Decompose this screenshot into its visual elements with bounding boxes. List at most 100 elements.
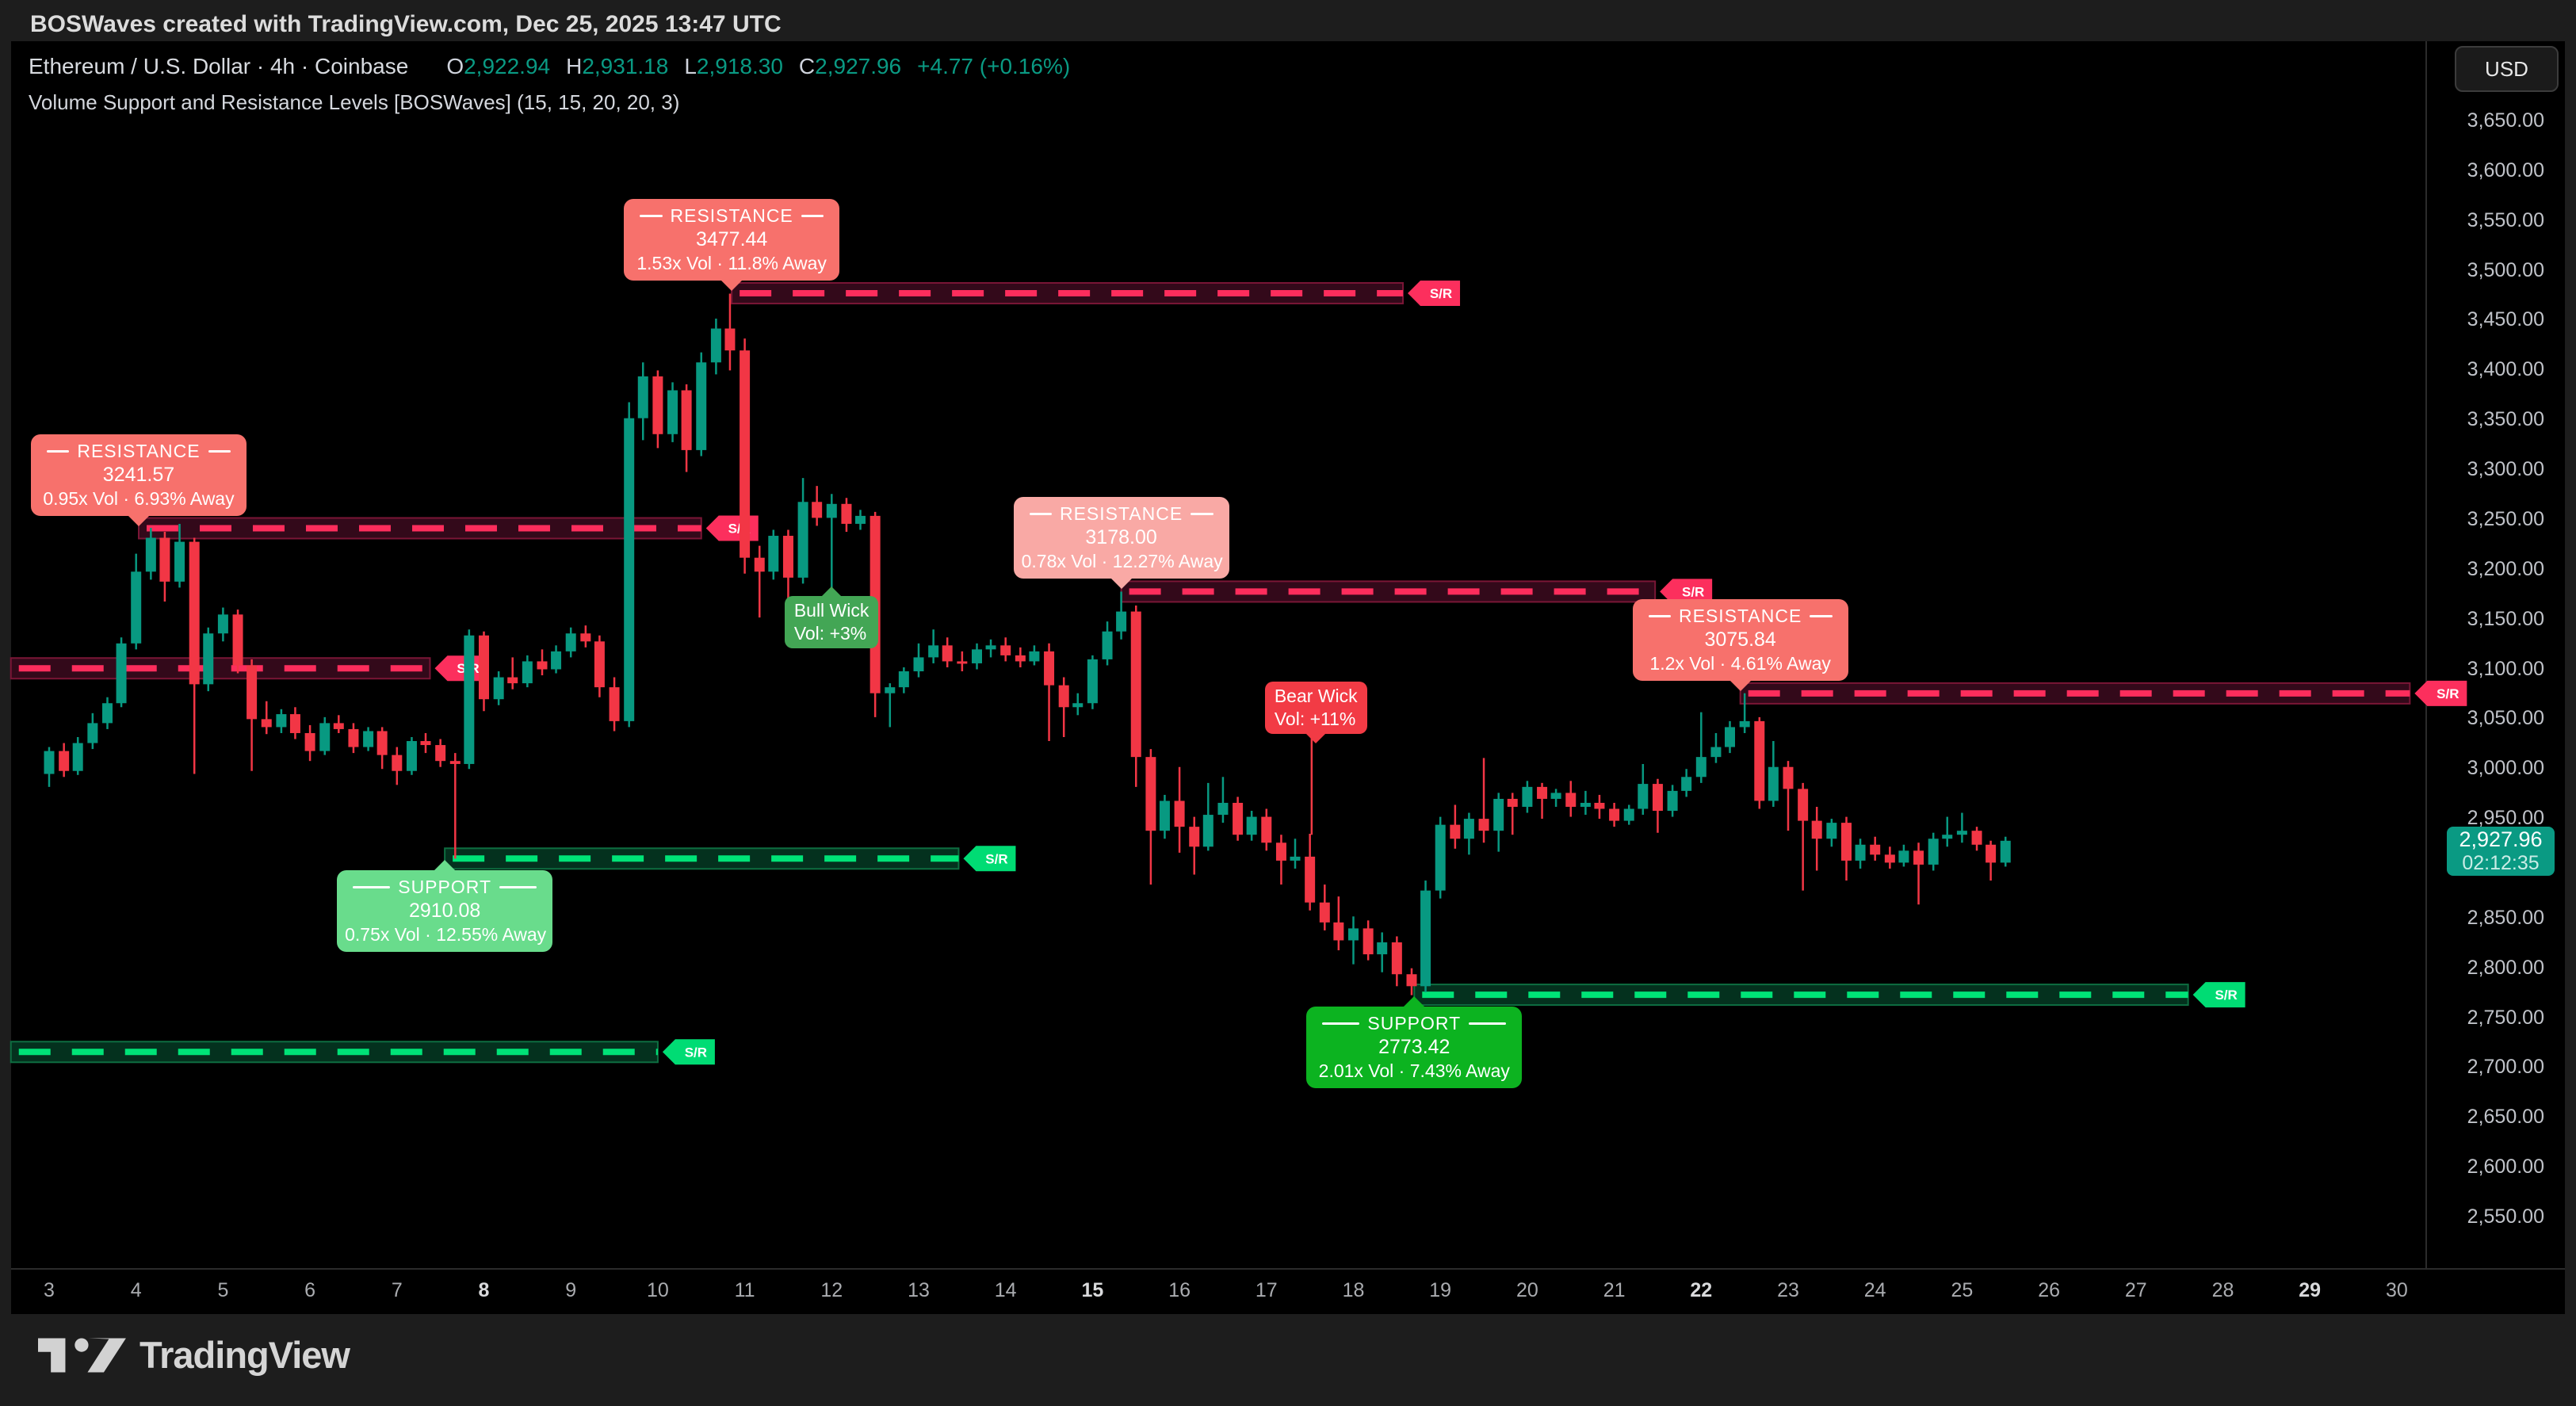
time-axis[interactable]: 3 4 5 6 7 8 9 10 11 12 13 14 15 16 17 18 19 20 21 22 23 24 25 2… [11,1270,2425,1314]
close-label: C [798,54,816,78]
price-tick-label: 2,950.00 [2467,807,2544,830]
chart-canvas[interactable] [11,41,2565,1314]
low-value: 2,918.30 [696,54,783,78]
bear-wick-label: Bear Wick Vol: +11% [1264,682,1367,744]
tradingview-wordmark: TradingView [140,1334,350,1376]
date-tick-label: 18 [1342,1279,1365,1301]
support-label: SUPPORT 2910.08 0.75x Vol · 12.55% Away [337,860,553,953]
price-tick-label: 2,600.00 [2467,1156,2544,1179]
resistance-label: RESISTANCE 3075.84 1.2x Vol · 4.61% Away [1632,598,1848,691]
date-tick-label: 5 [217,1279,229,1301]
date-tick-label: 9 [565,1279,577,1301]
date-tick-label: 22 [1690,1279,1713,1301]
date-tick-label: 13 [908,1279,930,1301]
price-tick-label: 2,800.00 [2467,956,2544,979]
open-value: 2,922.94 [464,54,551,78]
date-tick-label: 3 [44,1279,55,1301]
tradingview-logo: TradingView [38,1333,350,1377]
legend: Ethereum / U.S. Dollar · 4h · Coinbase O… [29,54,1070,115]
price-tick-label: 3,200.00 [2467,557,2544,580]
price-tick-label: 3,250.00 [2467,507,2544,530]
price-axis[interactable]: 3,650.00 3,600.00 3,550.00 3,500.00 3,450.00… [2427,41,2576,1268]
footer-bar: TradingView [0,1314,2576,1406]
sr-label-title: RESISTANCE [1022,503,1221,525]
sr-label-detail: 0.75x Vol · 12.55% Away [345,924,547,946]
support-label: SUPPORT 2773.42 2.01x Vol · 7.43% Away [1306,996,1523,1089]
price-tick-label: 3,350.00 [2467,408,2544,431]
price-tick-label: 2,700.00 [2467,1056,2544,1079]
price-tick-label: 3,150.00 [2467,607,2544,630]
low-label: L [684,54,697,78]
date-tick-label: 6 [304,1279,316,1301]
time-axis-separator [11,1268,2565,1270]
resistance-label: RESISTANCE 3178.00 0.78x Vol · 12.27% Away [1013,497,1229,590]
sr-label-price: 2773.42 [1378,1036,1450,1059]
price-tick-label: 2,750.00 [2467,1006,2544,1029]
date-tick-label: 14 [994,1279,1017,1301]
price-tick-label: 3,550.00 [2467,208,2544,231]
date-tick-label: 26 [2038,1279,2060,1301]
date-tick-label: 11 [734,1279,755,1301]
sr-label-detail: 2.01x Vol · 7.43% Away [1318,1060,1510,1082]
sr-label-price: 3241.57 [102,463,175,486]
price-tick-label: 3,000.00 [2467,757,2544,780]
date-tick-label: 10 [646,1279,669,1301]
bar-countdown: 02:12:35 [2462,851,2540,874]
sr-label-detail: 1.53x Vol · 11.8% Away [636,252,827,273]
resistance-label: RESISTANCE 3477.44 1.53x Vol · 11.8% Away [624,198,840,291]
currency-toggle-button[interactable]: USD [2455,46,2559,92]
sr-label-detail: 0.95x Vol · 6.93% Away [43,487,235,509]
sr-label-detail: 0.78x Vol · 12.27% Away [1021,551,1223,572]
sr-label-price: 3477.44 [695,227,768,250]
price-tick-label: 3,650.00 [2467,109,2544,132]
indicator-legend-row[interactable]: Volume Support and Resistance Levels [BO… [29,90,680,114]
bull-wick-label: Bull Wick Vol: +3% [784,586,879,649]
price-tick-label: 3,300.00 [2467,458,2544,481]
price-tick-label: 2,550.00 [2467,1205,2544,1228]
date-tick-label: 24 [1863,1279,1886,1301]
page-title: BOSWaves created with TradingView.com, D… [30,11,782,37]
price-tick-label: 2,650.00 [2467,1106,2544,1129]
date-tick-label: 15 [1081,1279,1104,1301]
chart-title-bar: BOSWaves created with TradingView.com, D… [0,0,2576,41]
current-price-badge[interactable]: 2,927.96 02:12:35 [2447,826,2555,876]
open-label: O [446,54,464,78]
tradingview-glyph-icon [38,1337,126,1373]
date-tick-label: 25 [1951,1279,1974,1301]
date-tick-label: 17 [1255,1279,1278,1301]
price-tick-label: 3,600.00 [2467,159,2544,181]
symbol-legend-row[interactable]: Ethereum / U.S. Dollar · 4h · Coinbase O… [29,54,1070,79]
date-tick-label: 16 [1168,1279,1191,1301]
price-tick-label: 3,500.00 [2467,258,2544,281]
sr-label-price: 3178.00 [1085,526,1157,549]
date-tick-label: 19 [1429,1279,1452,1301]
date-tick-label: 27 [2124,1279,2147,1301]
date-tick-label: 21 [1603,1279,1626,1301]
sr-label-title: RESISTANCE [39,441,239,462]
price-tick-label: 3,050.00 [2467,707,2544,730]
symbol-title[interactable]: Ethereum / U.S. Dollar · 4h · Coinbase [29,54,409,78]
high-value: 2,931.18 [582,54,669,78]
date-tick-label: 4 [130,1279,142,1301]
date-tick-label: 8 [478,1279,490,1301]
date-tick-label: 28 [2211,1279,2234,1301]
close-value: 2,927.96 [815,54,902,78]
price-tick-label: 3,450.00 [2467,308,2544,331]
price-axis-separator [2425,41,2427,1268]
price-tick-label: 3,100.00 [2467,657,2544,680]
sr-label-title: RESISTANCE [1641,606,1840,627]
price-tick-label: 2,850.00 [2467,906,2544,929]
sr-label-price: 3075.84 [1704,628,1776,651]
current-price: 2,927.96 [2459,827,2543,851]
resistance-label: RESISTANCE 3241.57 0.95x Vol · 6.93% Away [30,434,247,526]
date-tick-label: 7 [391,1279,403,1301]
sr-label-title: RESISTANCE [632,205,831,227]
sr-label-title: SUPPORT [1314,1013,1514,1034]
date-tick-label: 30 [2385,1279,2408,1301]
change-value: +4.77 (+0.16%) [917,54,1071,78]
sr-label-detail: 1.2x Vol · 4.61% Away [1649,652,1831,674]
date-tick-label: 12 [820,1279,843,1301]
price-tick-label: 3,400.00 [2467,358,2544,381]
date-tick-label: 20 [1515,1279,1538,1301]
